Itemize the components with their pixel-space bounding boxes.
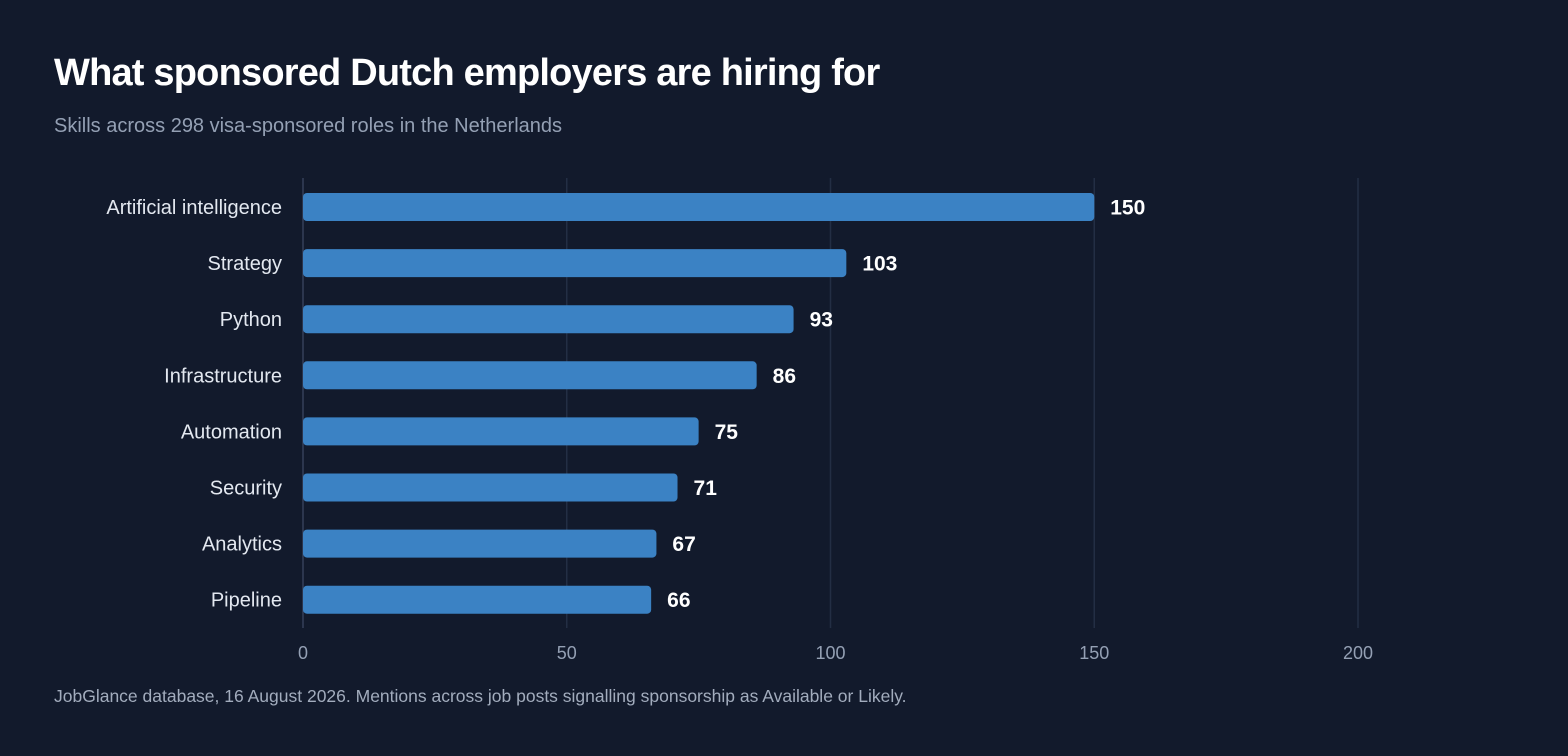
category-label: Infrastructure xyxy=(164,365,282,387)
x-tick-label: 150 xyxy=(1079,643,1109,663)
value-label: 150 xyxy=(1110,197,1145,220)
chart-footnote: JobGlance database, 16 August 2026. Ment… xyxy=(54,686,907,706)
bar xyxy=(303,193,1095,221)
category-label: Automation xyxy=(181,421,282,443)
x-tick-label: 50 xyxy=(557,643,577,663)
category-label: Pipeline xyxy=(211,590,282,612)
chart-subtitle: Skills across 298 visa-sponsored roles i… xyxy=(54,115,563,137)
grid-lines xyxy=(302,178,1359,628)
value-label: 93 xyxy=(810,309,833,332)
value-label: 75 xyxy=(715,421,739,444)
chart-title: What sponsored Dutch employers are hirin… xyxy=(54,52,880,94)
bars xyxy=(303,193,1095,614)
category-label: Artificial intelligence xyxy=(106,197,282,219)
value-label: 86 xyxy=(773,365,796,388)
value-label: 103 xyxy=(862,253,897,276)
bar xyxy=(303,361,757,390)
bar xyxy=(303,305,794,334)
category-label: Python xyxy=(220,309,282,331)
category-label: Strategy xyxy=(208,253,282,275)
category-label: Security xyxy=(210,478,282,500)
x-tick-label: 0 xyxy=(298,643,308,663)
bar xyxy=(303,585,652,614)
bar xyxy=(303,417,699,446)
x-tick-label: 200 xyxy=(1343,643,1373,663)
value-label: 71 xyxy=(694,477,718,500)
bar xyxy=(303,529,657,558)
value-label: 67 xyxy=(672,533,695,556)
category-label: Analytics xyxy=(202,534,282,556)
bar xyxy=(303,249,847,278)
x-tick-label: 100 xyxy=(815,643,845,663)
value-label: 66 xyxy=(667,589,690,612)
bar xyxy=(303,473,678,502)
labels: 0 50 100 150 200 Artificial intelligence 150 St… xyxy=(106,197,1373,664)
